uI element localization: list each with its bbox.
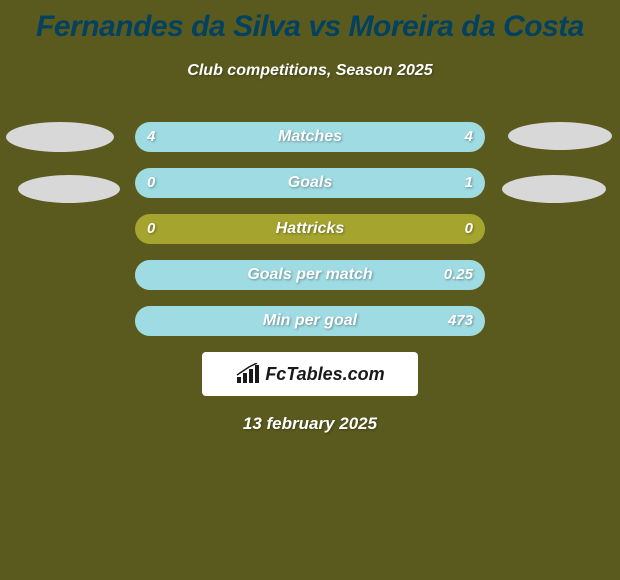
bar-value-right: 1 — [465, 168, 473, 198]
bar-row: Hattricks0 0 — [135, 214, 485, 244]
bar-row: Matches4 4 — [135, 122, 485, 152]
player-avatar-right-1 — [508, 122, 612, 150]
branding-box: FcTables.com — [202, 352, 418, 396]
player-avatar-right-2 — [502, 175, 606, 203]
bar-label: Matches — [135, 122, 485, 152]
page-subtitle: Club competitions, Season 2025 — [0, 62, 620, 80]
player-avatar-left-1 — [6, 122, 114, 152]
bar-value-left: 0 — [147, 168, 155, 198]
bar-value-left: 0 — [147, 214, 155, 244]
bar-label: Min per goal — [135, 306, 485, 336]
page-title: Fernandes da Silva vs Moreira da Costa — [0, 0, 620, 44]
branding-text: FcTables.com — [265, 364, 384, 385]
bars-container: Matches44Goals01Hattricks00Goals per mat… — [135, 122, 485, 336]
bar-row: Min per goal473 — [135, 306, 485, 336]
bar-label: Hattricks — [135, 214, 485, 244]
player-avatar-left-2 — [18, 175, 120, 203]
bar-value-right: 0 — [465, 214, 473, 244]
bar-label: Goals — [135, 168, 485, 198]
bar-value-right: 0.25 — [444, 260, 473, 290]
bar-value-right: 473 — [448, 306, 473, 336]
bar-value-left: 4 — [147, 122, 155, 152]
comparison-chart: Matches44Goals01Hattricks00Goals per mat… — [0, 122, 620, 336]
chart-icon — [235, 363, 261, 385]
bar-row: Goals per match0.25 — [135, 260, 485, 290]
bar-label: Goals per match — [135, 260, 485, 290]
bar-value-right: 4 — [465, 122, 473, 152]
bar-row: Goals0 1 — [135, 168, 485, 198]
footer-date: 13 february 2025 — [0, 414, 620, 434]
